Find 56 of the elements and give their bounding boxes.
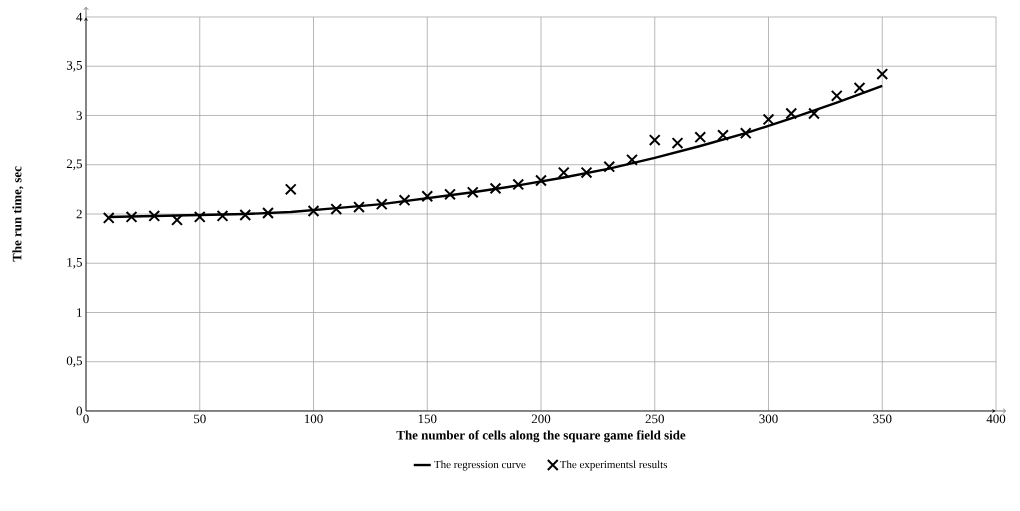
- point: [580, 166, 593, 179]
- point: [739, 127, 752, 140]
- point: [830, 89, 843, 102]
- point: [626, 153, 638, 166]
- x-tick-label: 50: [194, 414, 206, 424]
- point: [102, 211, 115, 224]
- x-tick-label: 200: [531, 414, 551, 424]
- point: [785, 107, 798, 120]
- point: [171, 213, 183, 226]
- point: [557, 166, 570, 179]
- point: [216, 210, 229, 222]
- point: [535, 174, 547, 187]
- y-tick-label: 3,5: [66, 60, 82, 72]
- legend-label: The experimentsl results: [559, 460, 668, 471]
- point: [603, 160, 616, 173]
- point: [353, 201, 365, 214]
- y-tick-label: 4: [76, 12, 83, 22]
- point: [125, 210, 138, 223]
- point: [307, 205, 320, 217]
- point: [808, 107, 820, 120]
- y-tick-label: 2: [76, 209, 82, 219]
- point: [444, 188, 456, 201]
- x-tick-label: 250: [645, 414, 664, 424]
- point: [694, 131, 707, 144]
- legend-label: The regression curve: [434, 460, 526, 471]
- point: [717, 129, 729, 142]
- point: [330, 203, 343, 216]
- point: [876, 68, 889, 81]
- point: [239, 209, 252, 221]
- point: [762, 113, 775, 126]
- y-tick-label: 2,5: [66, 159, 82, 171]
- point: [489, 182, 502, 195]
- point: [193, 210, 206, 223]
- y-tick-label: 1,5: [67, 257, 82, 269]
- point: [398, 194, 411, 207]
- point: [512, 178, 525, 191]
- point: [671, 137, 684, 150]
- point: [421, 190, 434, 203]
- point: [853, 81, 866, 94]
- x-tick-label: 400: [986, 414, 1006, 424]
- x-tick-label: 150: [418, 414, 437, 424]
- point: [284, 183, 297, 196]
- point: [648, 134, 661, 147]
- y-tick-label: 0,5: [66, 356, 82, 368]
- point: [148, 210, 161, 222]
- x-tick-label: 100: [304, 414, 323, 424]
- y-tick-label: 0: [76, 406, 82, 416]
- point: [262, 207, 274, 219]
- x-tick-label: 300: [759, 414, 778, 424]
- point: [466, 186, 479, 199]
- x-axis-title: The number of cells along the square game field side: [396, 430, 686, 443]
- point: [375, 198, 388, 211]
- y-tick-label: 3: [76, 111, 82, 120]
- y-axis-title: The run time, sec: [12, 166, 24, 262]
- x-tick-label: 350: [873, 414, 892, 424]
- y-tick-label: 1: [77, 308, 82, 317]
